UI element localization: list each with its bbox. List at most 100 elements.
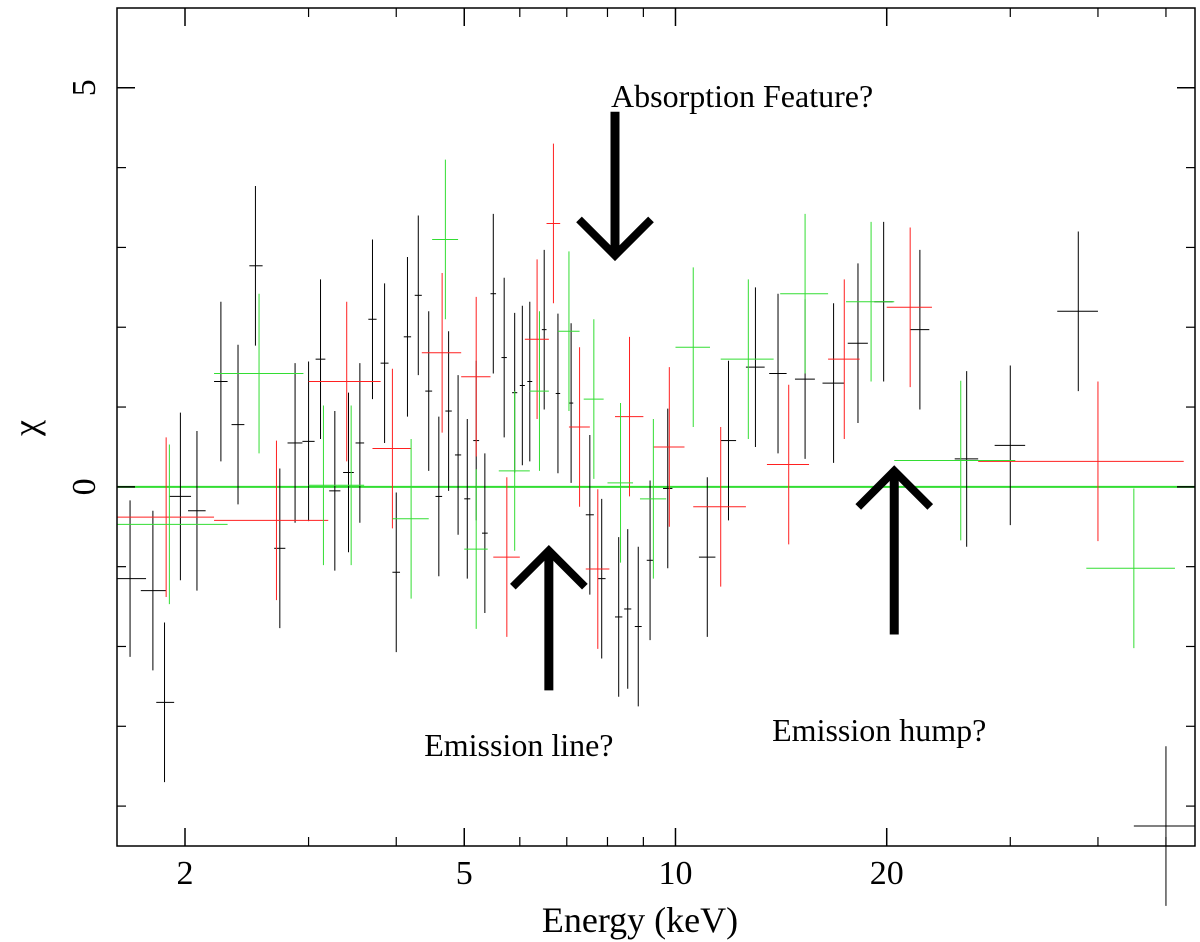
annotation-text: Absorption Feature? (611, 78, 873, 114)
data-point-black-13 (343, 392, 354, 553)
data-point-black-1 (140, 510, 167, 671)
annotation-text: Emission hump? (772, 712, 986, 748)
data-point-green-18 (1086, 488, 1175, 649)
data-point-black-0 (117, 500, 147, 657)
data-point-black-50 (910, 249, 930, 410)
x-tick-label: 10 (658, 855, 692, 892)
data-point-black-41 (663, 408, 673, 569)
data-point-green-12 (639, 419, 667, 579)
data-point-black-26 (481, 453, 488, 613)
data-point-red-10 (585, 489, 610, 649)
data-point-green-17 (894, 380, 1016, 541)
x-tick-label: 2 (177, 855, 194, 892)
data-point-green-9 (557, 251, 580, 412)
data-point-black-19 (414, 215, 422, 376)
data-point-black-45 (769, 293, 787, 454)
data-point-black-38 (624, 529, 632, 689)
data-point-black-9 (287, 363, 303, 523)
arrow-head (510, 545, 588, 590)
data-point-black-40 (646, 480, 654, 641)
data-point-black-28 (501, 277, 507, 438)
data-point-black-52 (994, 365, 1026, 526)
data-point-black-32 (541, 249, 547, 410)
x-axis-label: Energy (keV) (542, 900, 738, 940)
data-point-black-22 (445, 331, 452, 491)
data-point-black-39 (634, 546, 642, 707)
data-point-red-6 (493, 477, 520, 637)
data-point-black-23 (454, 375, 462, 535)
data-point-red-5 (461, 296, 491, 457)
data-point-black-20 (425, 311, 433, 471)
data-point-green-0 (117, 444, 228, 605)
annotation-0: Absorption Feature? (576, 78, 873, 262)
data-point-red-2 (308, 301, 381, 462)
data-point-green-5 (432, 159, 459, 320)
data-point-red-7 (524, 259, 549, 420)
data-point-black-53 (1057, 231, 1098, 392)
data-point-black-11 (315, 279, 326, 439)
data-point-green-7 (498, 391, 530, 551)
data-points-layer (117, 143, 1195, 906)
data-point-red-11 (615, 336, 644, 497)
data-point-red-8 (546, 143, 561, 304)
arrow-head (576, 216, 654, 262)
data-point-black-47 (822, 303, 845, 463)
data-point-black-51 (954, 371, 979, 547)
data-point-red-12 (653, 367, 685, 527)
data-point-green-14 (720, 279, 774, 439)
annotation-text: Emission line? (424, 727, 613, 763)
data-point-green-16 (846, 221, 895, 382)
y-axis-label: χ (6, 420, 46, 437)
data-point-red-16 (886, 227, 932, 388)
annotation-1: Emission line? (424, 545, 614, 763)
data-point-black-37 (615, 537, 623, 697)
data-point-green-8 (529, 311, 549, 471)
data-point-black-3 (169, 412, 192, 581)
data-point-black-2 (156, 622, 175, 783)
data-point-black-44 (745, 287, 765, 447)
data-point-black-33 (555, 313, 561, 474)
data-point-black-31 (527, 301, 533, 462)
data-point-black-24 (464, 419, 471, 579)
data-point-black-15 (368, 239, 377, 400)
data-point-black-10 (302, 361, 315, 522)
data-point-red-3 (372, 368, 412, 529)
plot-frame-layer (116, 7, 1196, 847)
data-point-red-13 (693, 427, 746, 587)
data-point-black-16 (380, 283, 389, 443)
data-point-black-36 (597, 498, 606, 659)
data-point-black-34 (568, 323, 574, 483)
arrow-head (855, 465, 934, 510)
data-point-black-30 (519, 305, 525, 466)
data-point-green-11 (607, 403, 634, 563)
data-point-green-15 (780, 213, 829, 374)
data-point-black-14 (355, 363, 365, 523)
data-point-green-10 (583, 319, 604, 479)
data-point-red-0 (117, 437, 215, 597)
axis-ticks-layer: 2 5 10 20 0 5 (66, 8, 1195, 892)
data-point-red-17 (978, 381, 1184, 542)
data-point-red-15 (828, 279, 860, 439)
data-point-black-4 (188, 430, 206, 591)
x-tick-label: 5 (456, 855, 473, 892)
data-point-green-2 (308, 405, 338, 566)
data-point-red-9 (568, 347, 590, 507)
data-point-green-4 (392, 438, 429, 599)
data-point-red-14 (766, 384, 810, 545)
data-point-black-54 (1133, 746, 1195, 906)
data-point-black-42 (698, 477, 716, 637)
data-point-black-18 (403, 257, 412, 417)
data-point-green-13 (675, 267, 711, 427)
x-tick-label: 20 (870, 855, 904, 892)
annotation-2: Emission hump? (772, 465, 986, 748)
plot-frame (116, 7, 1196, 847)
data-point-black-6 (231, 344, 245, 505)
data-point-black-35 (585, 434, 594, 595)
data-point-red-4 (421, 272, 462, 433)
annotations-layer: Absorption Feature? Emission line? Emissio… (424, 78, 986, 763)
data-point-black-43 (720, 360, 737, 521)
data-point-black-27 (490, 213, 497, 374)
y-tick-label: 5 (66, 79, 103, 96)
